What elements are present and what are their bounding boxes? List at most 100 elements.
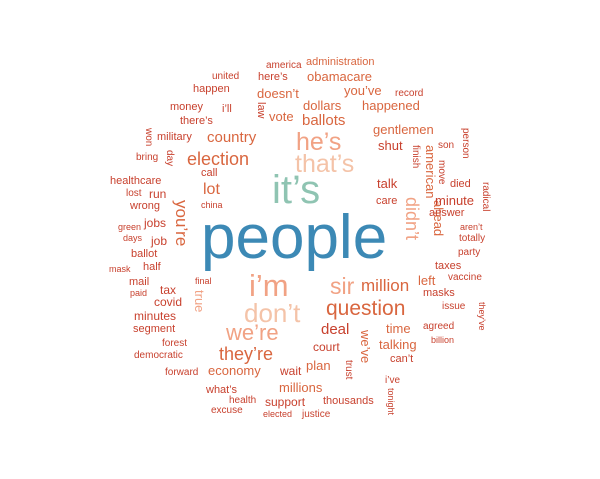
word: administration <box>306 56 375 68</box>
word: party <box>458 247 481 258</box>
word: millions <box>279 380 323 395</box>
word: care <box>376 195 398 207</box>
word: what’s <box>206 384 237 396</box>
word: you’ve <box>344 83 382 98</box>
word: military <box>157 131 192 143</box>
word: tonight <box>386 388 396 416</box>
word: justice <box>302 409 331 420</box>
word: shut <box>378 138 403 153</box>
word: left <box>418 273 436 288</box>
word: true <box>192 290 207 313</box>
word: run <box>149 187 167 201</box>
word: mask <box>109 264 131 274</box>
word: lost <box>126 188 142 199</box>
word: obamacare <box>307 69 373 84</box>
word: ballot <box>131 248 158 260</box>
word: i’m <box>249 268 289 303</box>
word: doesn’t <box>257 86 299 101</box>
word: trust <box>343 360 354 380</box>
word: we’re <box>226 320 279 345</box>
word: people <box>201 203 388 272</box>
word: i’ll <box>222 103 232 115</box>
word: you’re <box>172 200 191 247</box>
word: talking <box>379 337 417 352</box>
word: bring <box>136 152 159 163</box>
word: day <box>164 150 175 167</box>
word: taxes <box>435 260 462 272</box>
word: gentlemen <box>373 122 434 137</box>
word: excuse <box>211 405 243 416</box>
word: don’t <box>244 298 301 328</box>
word: deal <box>321 321 350 338</box>
word: issue <box>442 301 466 312</box>
word: there’s <box>180 115 213 127</box>
word: didn’t <box>402 197 422 241</box>
word: billion <box>431 335 455 345</box>
word: person <box>460 128 471 159</box>
word: segment <box>133 323 176 335</box>
word: law <box>255 102 267 119</box>
word: wait <box>280 364 302 378</box>
word: move <box>436 160 447 185</box>
word: happened <box>362 98 420 113</box>
word: job <box>151 234 168 248</box>
word: i’ve <box>385 375 401 386</box>
word: tax <box>160 283 177 297</box>
word: time <box>386 321 411 336</box>
word: won <box>143 128 154 147</box>
word: health <box>229 395 257 406</box>
word: support <box>265 395 306 409</box>
word: paid <box>130 288 148 298</box>
word: wrong <box>130 200 160 212</box>
word: america <box>266 60 302 71</box>
word: ballots <box>302 112 346 129</box>
word: minute <box>435 193 475 208</box>
word: forest <box>162 338 188 349</box>
word: son <box>438 140 455 151</box>
word: million <box>361 276 410 295</box>
word: they’ve <box>477 302 487 331</box>
word: sir <box>330 273 355 299</box>
word: democratic <box>134 350 183 361</box>
word: we’ve <box>358 330 373 364</box>
word: record <box>395 88 424 99</box>
word: jobs <box>144 216 167 230</box>
word: totally <box>459 233 486 244</box>
word: united <box>212 71 240 82</box>
word: happen <box>193 83 230 95</box>
word: that’s <box>295 150 355 178</box>
word: healthcare <box>110 175 162 187</box>
word: china <box>201 200 223 210</box>
word: days <box>123 233 143 243</box>
word: answer <box>429 207 465 219</box>
word: aren’t <box>460 222 483 232</box>
word: ahead <box>431 200 446 237</box>
word: court <box>313 340 340 354</box>
word: green <box>118 222 142 232</box>
word: here’s <box>258 71 288 83</box>
word: call <box>201 167 218 179</box>
word: economy <box>208 363 261 378</box>
word: died <box>450 178 471 190</box>
word: it’s <box>272 168 321 212</box>
word: american <box>423 145 438 199</box>
word: dollars <box>303 98 342 113</box>
word: country <box>207 129 257 146</box>
word: he’s <box>296 128 342 156</box>
word: mail <box>129 276 150 288</box>
word: finish <box>410 145 421 169</box>
word: thousands <box>323 395 374 407</box>
word: elected <box>263 409 293 419</box>
word: lot <box>203 181 220 198</box>
word: forward <box>165 367 199 378</box>
word: half <box>143 261 161 273</box>
word: minutes <box>134 309 177 323</box>
word: plan <box>306 358 331 373</box>
word: agreed <box>423 321 455 332</box>
word: election <box>187 149 250 169</box>
word: vote <box>269 109 294 124</box>
word: covid <box>154 295 183 309</box>
word: masks <box>423 287 455 299</box>
word: radical <box>480 182 491 212</box>
